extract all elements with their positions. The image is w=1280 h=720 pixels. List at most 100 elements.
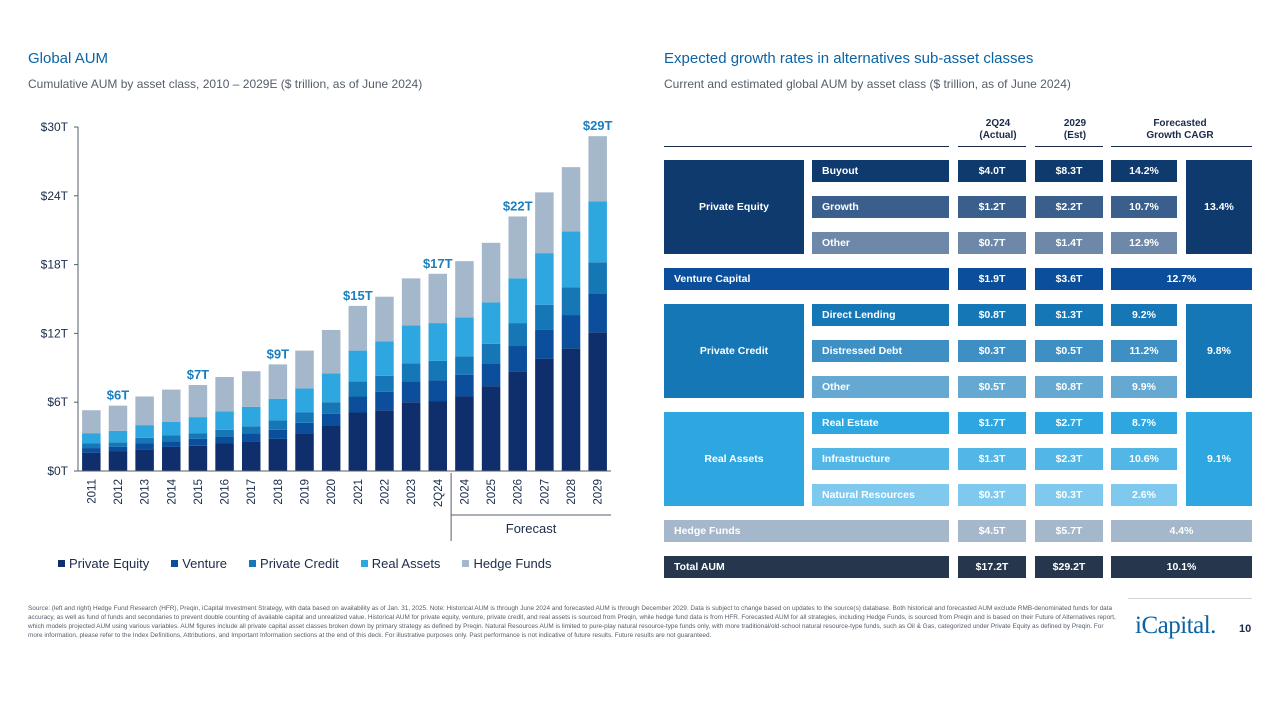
y-tick-label: $24T (41, 189, 69, 203)
bar-hedge-funds-2014 (162, 389, 181, 422)
bar-private-credit-2018 (268, 420, 288, 430)
row-label-private-equity-other: Other (812, 232, 949, 254)
legend-item-hedge-funds: Hedge Funds (462, 556, 552, 571)
x-tick-label: 2014 (166, 478, 178, 504)
cell-cagr-real-assets-natural-resources: 2.6% (1111, 484, 1177, 506)
bar-private-credit-2012 (108, 442, 128, 447)
bar-private-credit-2024 (455, 356, 474, 375)
bar-hedge-funds-2015 (188, 385, 208, 418)
x-tick-label: 2015 (193, 479, 205, 505)
bar-venture-2026 (508, 346, 527, 372)
bar-real-assets-2028 (561, 231, 581, 288)
x-tick-label: 2025 (486, 479, 498, 505)
y-tick-label: $18T (41, 258, 69, 272)
bar-private-credit-2020 (321, 402, 341, 414)
x-tick-label: 2011 (86, 479, 98, 504)
legend-swatch (462, 560, 470, 567)
bar-venture-2013 (135, 443, 154, 450)
bar-real-assets-2019 (295, 388, 314, 413)
row-label-real-assets-infrastructure: Infrastructure (812, 448, 949, 470)
bar-private-equity-2029 (588, 332, 607, 471)
bar-hedge-funds-2029 (588, 136, 607, 202)
bar-hedge-funds-2022 (375, 296, 394, 342)
group-label-private-credit: Private Credit (664, 304, 804, 398)
bar-venture-2028 (561, 315, 581, 349)
bar-hedge-funds-2018 (268, 364, 288, 399)
cell-actual-real-assets-natural-resources: $0.3T (958, 484, 1026, 506)
legend-label: Venture (182, 556, 228, 571)
x-tick-label: 2017 (246, 479, 258, 505)
cell-est-total-aum: $29.2T (1035, 556, 1103, 578)
header-rule (1111, 146, 1252, 147)
x-tick-label: 2021 (353, 479, 365, 505)
y-tick-label: $0T (47, 464, 68, 478)
bar-private-equity-2020 (321, 425, 341, 471)
bar-venture-2029 (588, 293, 607, 333)
x-tick-label: 2Q24 (433, 478, 445, 507)
cell-est-private-credit-other: $0.8T (1035, 376, 1103, 398)
cell-est-private-credit-distressed-debt: $0.5T (1035, 340, 1103, 362)
bar-venture-2016 (215, 436, 234, 444)
bar-private-equity-2027 (535, 358, 554, 471)
right-table-subtitle: Current and estimated global AUM by asse… (664, 77, 1071, 91)
bar-real-assets-2029 (588, 201, 607, 263)
bar-private-equity-2022 (375, 410, 394, 471)
x-tick-label: 2024 (459, 478, 471, 504)
bar-real-assets-2q24 (428, 323, 448, 361)
bar-hedge-funds-2012 (108, 405, 128, 431)
header-rule (958, 146, 1026, 147)
y-tick-label: $6T (47, 395, 68, 409)
bar-private-credit-2019 (295, 412, 314, 423)
col-header-est: 2029 (Est) (1063, 118, 1087, 141)
bar-total-label: $6T (107, 388, 129, 403)
bar-venture-2024 (455, 374, 474, 397)
x-tick-label: 2029 (593, 479, 605, 505)
bar-venture-2012 (108, 446, 128, 452)
bar-private-credit-2022 (375, 375, 394, 392)
legend-swatch (171, 560, 179, 567)
cell-actual-real-assets-infrastructure: $1.3T (958, 448, 1026, 470)
bar-real-assets-2012 (108, 430, 128, 443)
cell-actual-private-equity-other: $0.7T (958, 232, 1026, 254)
bar-hedge-funds-2020 (321, 329, 341, 374)
cell-cagr-venture-capital: 12.7% (1111, 268, 1252, 290)
x-tick-label: 2020 (326, 479, 338, 505)
page-number: 10 (1239, 623, 1252, 635)
bar-real-assets-2017 (241, 406, 261, 427)
cell-cagr-real-assets-real-estate: 8.7% (1111, 412, 1177, 434)
row-label-private-equity-buyout: Buyout (812, 160, 949, 182)
bar-venture-2025 (481, 363, 501, 387)
bar-hedge-funds-2011 (82, 410, 101, 434)
bar-venture-2011 (82, 448, 101, 453)
bar-private-equity-2015 (188, 445, 208, 471)
bar-private-equity-2017 (241, 441, 261, 471)
bar-venture-2018 (268, 429, 288, 439)
cell-actual-private-equity-growth: $1.2T (958, 196, 1026, 218)
bar-private-equity-2024 (455, 396, 474, 471)
bar-private-credit-2011 (82, 443, 101, 449)
x-tick-label: 2022 (379, 479, 391, 505)
aum-stacked-bar-chart: $0T $6T $12T $18T $24T $30T 2011 2012 2013 2014 20… (41, 118, 613, 541)
cell-actual-venture-capital: $1.9T (958, 268, 1026, 290)
bar-real-assets-2026 (508, 278, 527, 324)
bar-private-equity-2019 (295, 433, 314, 471)
cell-est-private-credit-direct-lending: $1.3T (1035, 304, 1103, 326)
bar-total-label: $15T (343, 288, 373, 303)
bar-venture-2017 (241, 433, 261, 442)
bar-total-label: $9T (267, 346, 289, 361)
bar-venture-2015 (188, 438, 208, 446)
bar-private-equity-2013 (135, 449, 154, 471)
bar-real-assets-2020 (321, 373, 341, 403)
group-label-private-equity: Private Equity (664, 160, 804, 254)
bar-private-credit-2028 (561, 287, 581, 316)
bar-private-equity-2014 (162, 446, 181, 471)
cell-est-real-assets-infrastructure: $2.3T (1035, 448, 1103, 470)
bar-private-equity-2018 (268, 438, 288, 471)
legend-item-private-equity: Private Equity (58, 556, 149, 571)
bar-private-credit-2026 (508, 323, 527, 347)
bar-total-label: $29T (583, 118, 613, 133)
bar-venture-2023 (401, 381, 421, 403)
chart-legend: Private Equity Venture Private Credit Real … (58, 556, 552, 571)
bar-private-credit-2023 (401, 363, 421, 382)
footer-divider (1128, 598, 1252, 599)
